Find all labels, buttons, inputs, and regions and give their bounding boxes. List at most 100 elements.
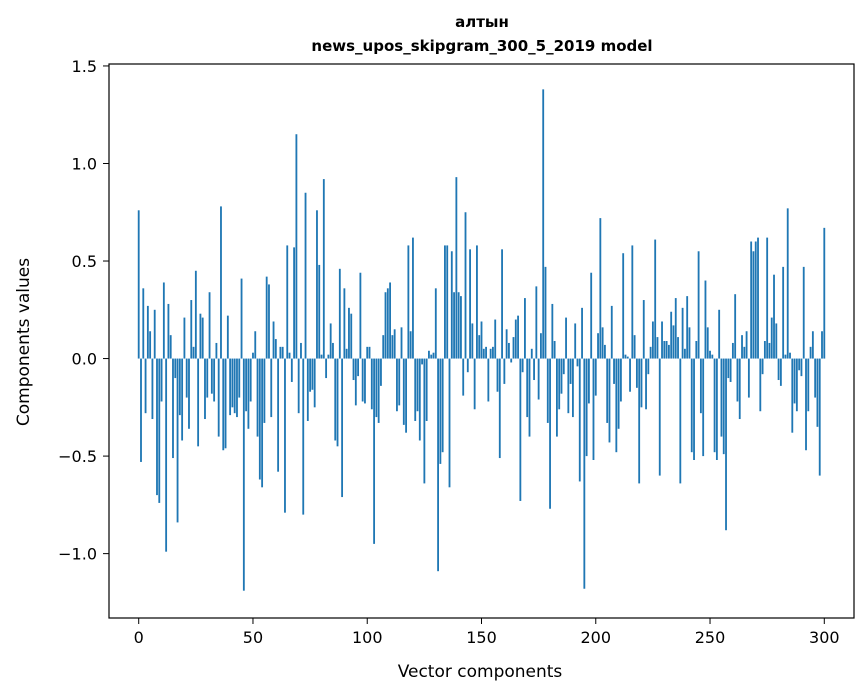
bar [144, 358, 147, 414]
bar [414, 358, 417, 421]
bar [432, 352, 435, 359]
bar [741, 335, 743, 359]
bar [281, 346, 284, 359]
bar [165, 358, 168, 552]
x-tick-label: 100 [352, 628, 383, 647]
bar [565, 317, 567, 359]
bar [530, 348, 533, 359]
bar [332, 342, 334, 359]
bar [706, 327, 709, 359]
bar [336, 358, 339, 447]
bar [304, 192, 307, 359]
bar [423, 358, 426, 484]
bar [494, 319, 497, 359]
bar [357, 358, 360, 377]
bar [773, 274, 775, 359]
bar [364, 358, 366, 404]
bar [224, 358, 227, 449]
bar [727, 358, 730, 379]
bar [343, 288, 346, 359]
bar [240, 278, 243, 359]
bar [192, 346, 195, 359]
bar [217, 358, 220, 437]
bar [386, 288, 389, 359]
bar [594, 358, 597, 396]
bar [693, 358, 695, 460]
bar [322, 179, 325, 359]
bar [697, 251, 700, 359]
bar [444, 245, 446, 359]
bar [809, 346, 812, 359]
bar [736, 358, 739, 402]
bar [448, 358, 451, 488]
bar [578, 358, 581, 482]
bar [624, 354, 627, 359]
bar [421, 358, 423, 365]
bar [398, 358, 401, 406]
bar [361, 358, 364, 402]
bar [293, 247, 296, 359]
bar [569, 358, 572, 384]
bar [802, 266, 805, 359]
bar [805, 358, 807, 451]
chart-title: алтын [455, 13, 509, 31]
bar [359, 272, 362, 359]
bar [263, 358, 266, 423]
bar [791, 358, 794, 433]
bar [492, 346, 494, 359]
y-tick-label: 1.0 [72, 154, 97, 173]
bar [338, 268, 341, 359]
bar [524, 298, 526, 359]
bar [169, 335, 172, 359]
bar [775, 323, 778, 359]
bar [517, 315, 519, 359]
bar [821, 331, 823, 359]
bar [587, 358, 590, 404]
bar [814, 358, 817, 398]
bar [823, 227, 826, 359]
bar [382, 335, 385, 359]
bar [188, 358, 190, 429]
bar [551, 303, 554, 359]
bar [615, 358, 618, 453]
bar [476, 245, 478, 359]
bar [722, 358, 725, 455]
bar [183, 317, 186, 359]
bar [375, 358, 378, 418]
bar [498, 358, 501, 459]
bar [142, 288, 145, 359]
bar [592, 358, 595, 460]
bar [306, 358, 309, 421]
x-tick-label: 50 [243, 628, 263, 647]
bar [818, 358, 821, 476]
bar [341, 358, 344, 498]
bar [613, 358, 615, 384]
bar [789, 352, 791, 359]
bar [759, 358, 762, 412]
bar [297, 358, 300, 414]
bar [528, 358, 531, 437]
bar [249, 358, 252, 402]
bar [318, 264, 321, 359]
bar [373, 358, 376, 544]
bar [665, 341, 668, 359]
bar [638, 358, 641, 484]
bar [686, 296, 689, 359]
bar [496, 358, 499, 392]
bar [309, 358, 312, 392]
bar [377, 358, 380, 423]
bar [288, 352, 291, 359]
bar [231, 358, 234, 408]
bar [437, 358, 439, 572]
bar [418, 358, 421, 441]
bar [272, 321, 275, 359]
x-axis-ticks: 0 50 100 150 200 250 300 [134, 618, 840, 647]
bar [610, 305, 613, 359]
bar [558, 358, 561, 410]
bar [720, 358, 723, 437]
y-axis-ticks: −1.0 −0.5 0.0 0.5 1.0 1.5 [58, 57, 109, 564]
bar [302, 358, 305, 515]
bar [325, 358, 328, 379]
bar [599, 218, 602, 359]
y-tick-label: −0.5 [58, 447, 97, 466]
